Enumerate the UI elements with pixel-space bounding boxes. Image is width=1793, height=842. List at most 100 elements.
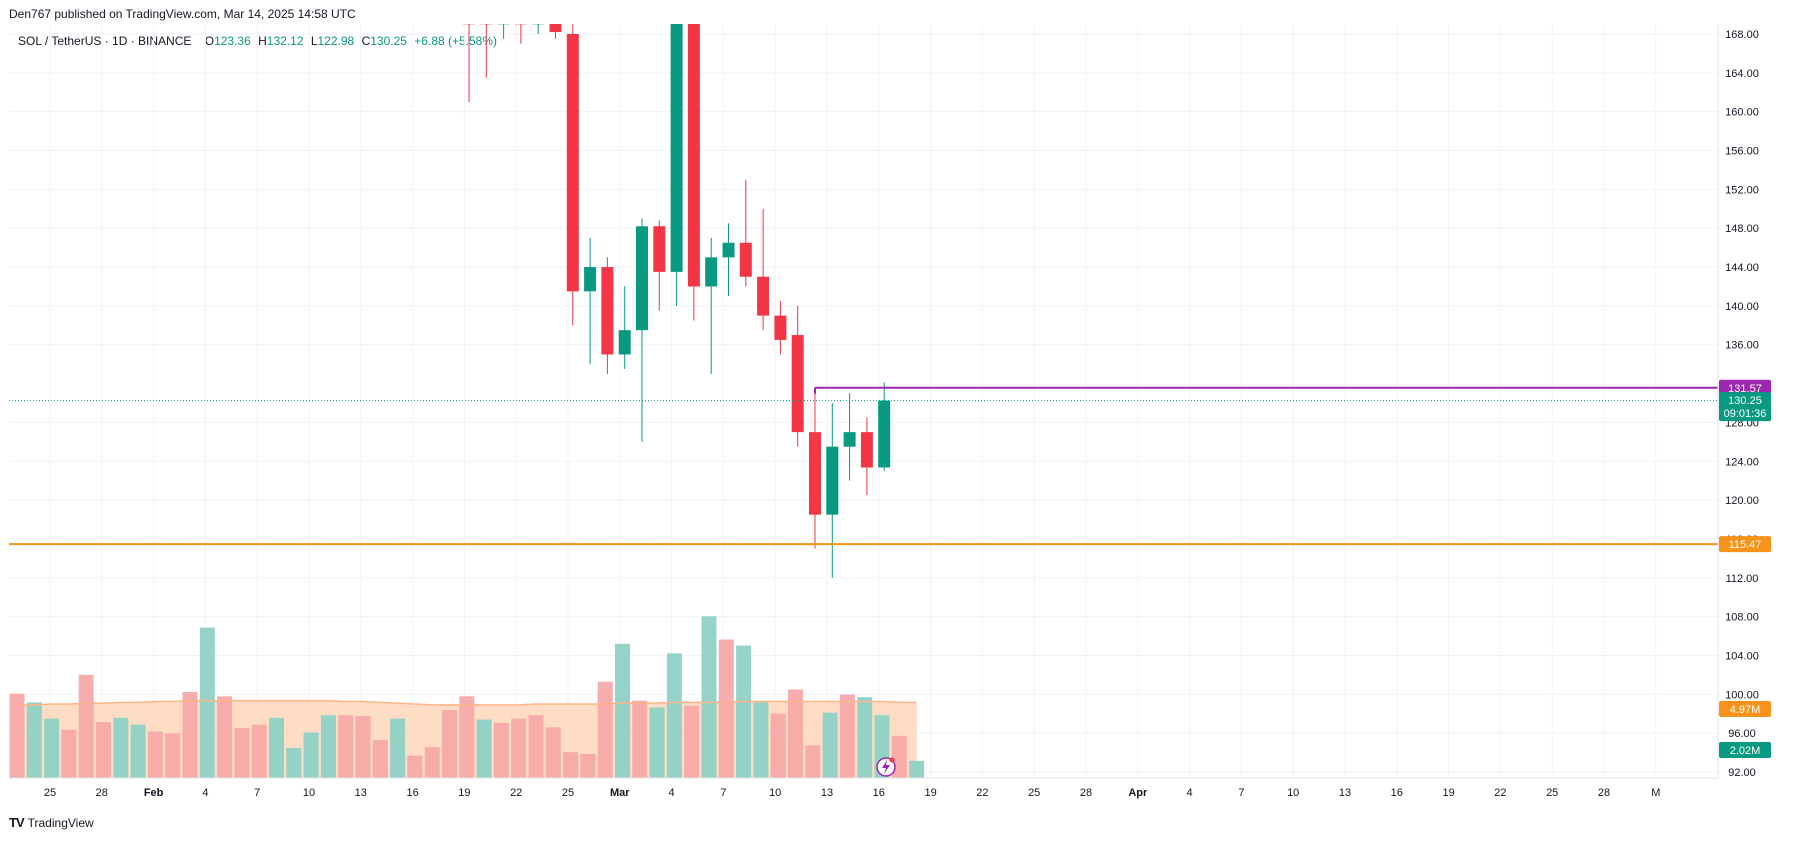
volume-bar [286,747,302,778]
x-tick-label: 22 [976,787,988,799]
resistance-price-label-text: 131.57 [1728,383,1762,395]
volume-bar [26,702,42,778]
x-tick-label: Mar [610,787,630,799]
candle-body [584,267,597,292]
volume-bar [528,715,544,778]
volume-bar [147,731,163,778]
x-tick-label: 28 [96,787,108,799]
candle-body [532,24,545,25]
lightning-icon-dot [889,757,895,763]
y-tick-label: 148.00 [1725,223,1759,235]
volume-last-label-text: 2.02M [1730,745,1761,757]
open-value: 123.36 [214,34,251,48]
candle-body [739,242,752,277]
volume-bar [113,717,129,778]
volume-bar [580,753,596,778]
y-tick-label: 156.00 [1725,146,1759,158]
volume-ma-label-text: 4.97M [1730,704,1761,716]
y-tick-label: 112.00 [1726,573,1759,585]
candle-body [791,335,804,433]
lightning-icon-bolt [882,760,890,774]
candle-body [809,432,821,515]
volume-bar [615,643,630,778]
y-tick-label: 120.00 [1725,495,1759,507]
candle-body [757,276,770,316]
y-tick-label: 100.00 [1725,689,1759,701]
candle-body [514,24,527,25]
y-tick-label: 108.00 [1725,612,1759,624]
x-tick-label: 25 [1028,787,1040,799]
volume-last-label-bg [1719,742,1771,758]
y-tick-label: 92.00 [1728,767,1756,779]
volume-last-label: 2.02M [1719,742,1771,758]
support-price-label-text: 115.47 [1729,539,1762,551]
candle-body [566,34,579,292]
volume-bar [303,732,319,778]
volume-bar [753,702,769,778]
volume-bar [770,713,786,778]
candle-body [653,226,666,272]
x-tick-label: 19 [1442,787,1454,799]
last-price-label-text: 130.25 [1728,395,1762,407]
candle-body [670,24,683,272]
volume-bar [822,712,838,778]
volume-bar [701,616,717,778]
volume-bar [718,639,734,778]
candle-body [687,24,700,287]
volume-bar [182,692,198,778]
volume-ma-line [17,699,917,706]
low-label: L [310,34,318,48]
y-tick-label: 168.00 [1725,29,1759,41]
volume-bar [165,733,181,778]
x-tick-label: 7 [1238,787,1244,799]
resistance-price-label: 131.57 [1719,379,1771,396]
volume-bar [9,693,25,778]
footer-logo[interactable]: TV TradingView [9,815,94,830]
y-tick-label: 152.00 [1725,184,1759,196]
candle-body [826,446,839,515]
lightning-icon [876,757,896,777]
x-tick-label: 4 [1187,787,1193,799]
volume-bar [736,645,752,778]
volume-bar [44,718,60,778]
volume-bar [545,727,561,778]
candle-body [636,226,648,331]
candles [463,24,891,578]
x-tick-label: 7 [254,787,260,799]
volume-bar [442,710,457,778]
x-tick-label: 16 [406,787,418,799]
volume-bar [666,653,682,778]
resistance-price-label-bg [1719,379,1771,396]
candle-body [843,432,856,447]
high-label: H [258,34,267,48]
x-tick-label: 25 [44,787,56,799]
x-tick-label: 19 [924,787,936,799]
change-value: +6.88 (+5.58%) [414,34,498,48]
candle-body [722,242,735,258]
symbol-name[interactable]: SOL / TetherUS · 1D · BINANCE [18,34,192,48]
axes: 168.00 164.00 160.00 156.00 152.00 148.00 144.… [9,24,1771,799]
x-tick-label: 22 [1494,787,1506,799]
x-tick-label: Apr [1128,787,1148,799]
x-tick-label: 28 [1080,787,1092,799]
x-tick-label: M [1651,787,1660,799]
last-price-label-text: 09:01:36 [1724,408,1767,420]
y-tick-label: 104.00 [1725,650,1759,662]
x-tick-label: 19 [458,787,470,799]
last-price-label-bg [1719,392,1771,422]
volume-bar [199,627,215,778]
volume-bar [130,724,146,778]
volume-bar [234,728,250,778]
candle-body [705,257,718,287]
y-tick-label: 96.00 [1728,728,1756,740]
footer-logo-text: TradingView [27,815,94,830]
candle-body [497,24,510,25]
x-tick-label: 25 [562,787,574,799]
volume-bar [909,760,925,778]
x-tick-label: 16 [873,787,885,799]
volume-bar [407,755,423,778]
high-value: 132.12 [266,34,304,48]
low-value: 122.98 [317,34,355,48]
x-tick-label: 28 [1598,787,1610,799]
